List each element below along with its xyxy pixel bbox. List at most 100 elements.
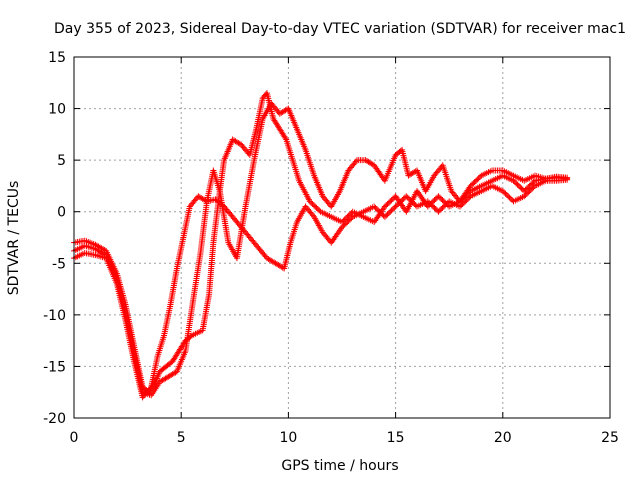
data-point [345, 217, 352, 224]
data-point [525, 189, 532, 196]
y-tick-label: 10 [48, 102, 66, 118]
data-point [475, 175, 482, 182]
y-axis-label: SDTVAR / TECUs [6, 181, 22, 296]
data-point [400, 195, 407, 202]
data-point [340, 217, 347, 224]
data-point [526, 182, 533, 189]
data-point [282, 135, 289, 142]
y-tick-label: 5 [57, 153, 66, 169]
data-point [384, 200, 391, 207]
data-point [339, 219, 345, 226]
data-point [313, 204, 320, 211]
data-point [435, 208, 442, 215]
data-point [506, 194, 513, 201]
data-point [439, 204, 446, 211]
data-point [527, 181, 534, 188]
data-point [456, 203, 463, 210]
data-point [514, 181, 521, 188]
data-point [348, 215, 355, 222]
data-point [466, 194, 473, 201]
data-point [502, 190, 509, 197]
data-point [442, 202, 449, 209]
data-point [377, 210, 384, 217]
x-axis-label: GPS time / hours [281, 458, 398, 474]
data-point [343, 220, 350, 227]
data-point [312, 203, 319, 210]
data-point [435, 193, 442, 200]
data-point [474, 176, 481, 183]
data-point [426, 199, 433, 206]
y-tick-label: -20 [43, 411, 66, 427]
data-point [410, 199, 417, 206]
data-point [521, 193, 528, 200]
data-point [424, 198, 431, 205]
data-point [530, 179, 537, 186]
data-point [529, 180, 536, 187]
data-point [403, 193, 410, 200]
data-point [458, 202, 465, 209]
data-point [432, 206, 439, 213]
data-point [521, 188, 528, 195]
data-point [440, 198, 447, 205]
data-point [523, 185, 530, 192]
data-point [432, 195, 439, 202]
data-point [430, 198, 437, 205]
data-point [399, 197, 406, 204]
x-tick-label: 10 [279, 430, 297, 446]
plot-frame [73, 56, 611, 419]
data-marks [71, 90, 571, 401]
data-point [379, 211, 386, 218]
data-point [499, 188, 506, 195]
data-point [505, 193, 512, 200]
data-point [310, 202, 317, 209]
data-point [397, 198, 404, 205]
data-point [376, 208, 383, 215]
y-tick-label: -15 [43, 359, 66, 375]
data-point [530, 184, 537, 191]
y-tick-label: -5 [52, 256, 66, 272]
data-point [371, 203, 378, 210]
data-point [468, 181, 475, 188]
data-point [341, 216, 348, 223]
data-point [308, 199, 315, 206]
data-point [385, 199, 392, 206]
data-point [515, 182, 522, 189]
data-point [411, 200, 418, 207]
data-point [525, 184, 532, 191]
data-point [316, 207, 323, 214]
data-point [392, 203, 399, 210]
data-point [529, 185, 536, 192]
data-point [395, 200, 402, 207]
y-tick-label: -10 [43, 308, 66, 324]
data-point [407, 197, 414, 204]
data-point [408, 198, 415, 205]
grid-lines [74, 57, 610, 418]
data-point [309, 212, 316, 219]
data-point [146, 385, 153, 392]
x-tick-label: 25 [601, 430, 619, 446]
data-point [518, 185, 525, 192]
data-point [428, 202, 435, 209]
data-point [388, 197, 395, 204]
data-point [523, 190, 530, 197]
data-point [511, 179, 518, 186]
data-point [424, 203, 431, 210]
data-point [440, 203, 447, 210]
data-point [438, 195, 445, 202]
data-point [383, 202, 390, 209]
data-point [187, 333, 194, 340]
data-point [501, 189, 508, 196]
y-tick-label: 0 [57, 205, 66, 221]
data-point [381, 203, 388, 210]
data-point [438, 206, 445, 213]
data-point [513, 180, 520, 187]
data-point [372, 204, 379, 211]
data-point [387, 208, 394, 215]
data-point [470, 180, 477, 187]
data-point [443, 200, 450, 207]
data-point [436, 207, 443, 214]
data-point [347, 211, 354, 218]
data-point [522, 191, 529, 198]
data-point [527, 186, 534, 193]
